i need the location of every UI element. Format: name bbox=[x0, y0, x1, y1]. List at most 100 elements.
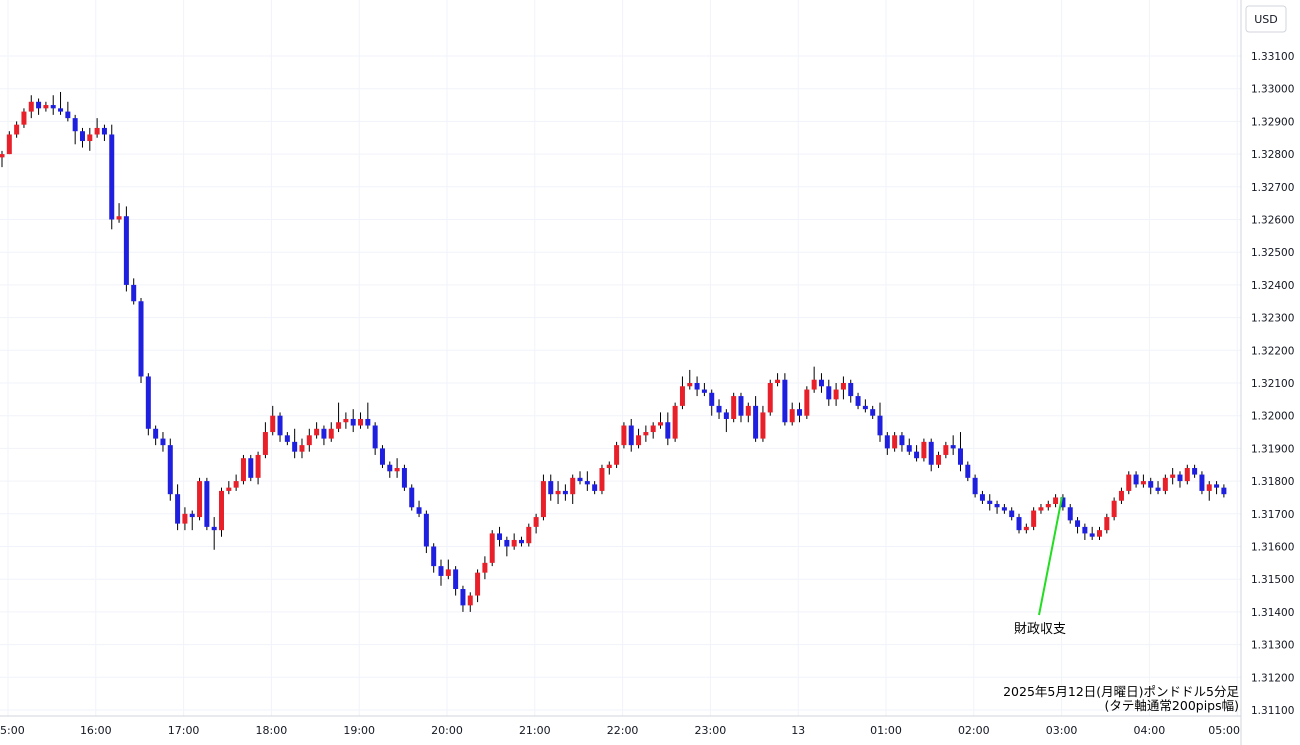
candle-body bbox=[862, 405, 868, 410]
y-tick-label: 1.31400 bbox=[1251, 607, 1294, 619]
candle bbox=[972, 474, 978, 498]
candle bbox=[460, 585, 466, 612]
candle bbox=[1148, 477, 1154, 495]
candle-body bbox=[1199, 474, 1205, 491]
candle-body bbox=[1001, 507, 1007, 511]
candle bbox=[14, 121, 20, 138]
candle-body bbox=[101, 127, 107, 135]
x-tick-label: 18:00 bbox=[256, 724, 288, 737]
candle-body bbox=[431, 546, 437, 567]
candle bbox=[906, 438, 912, 455]
candle-body bbox=[1140, 481, 1146, 485]
candle-body bbox=[284, 435, 290, 442]
candle bbox=[687, 369, 693, 390]
candle bbox=[204, 477, 210, 531]
candle bbox=[1104, 513, 1110, 534]
candle-body bbox=[906, 445, 912, 452]
candle bbox=[584, 471, 590, 491]
candle-body bbox=[555, 490, 561, 495]
candle bbox=[123, 206, 129, 292]
currency-badge[interactable] bbox=[1245, 5, 1287, 33]
candle-body bbox=[1009, 510, 1015, 518]
candle bbox=[848, 379, 854, 403]
candle bbox=[197, 477, 203, 521]
candle bbox=[914, 445, 920, 462]
candle-body bbox=[789, 409, 795, 423]
candle bbox=[745, 402, 751, 423]
candle-body bbox=[1192, 468, 1198, 475]
candle-body bbox=[643, 432, 649, 436]
candle-body bbox=[914, 451, 920, 459]
candle-body bbox=[797, 409, 803, 416]
candle bbox=[840, 376, 846, 400]
candle-body bbox=[650, 425, 656, 433]
candle-body bbox=[782, 379, 788, 423]
candle bbox=[884, 432, 890, 455]
y-tick-label: 1.32700 bbox=[1251, 182, 1294, 194]
candle-body bbox=[1016, 517, 1022, 531]
candle-body bbox=[1067, 507, 1073, 521]
candle bbox=[877, 402, 883, 442]
candle-body bbox=[79, 131, 85, 142]
candle-body bbox=[592, 484, 598, 491]
candle-body bbox=[72, 118, 78, 132]
candle bbox=[570, 474, 576, 504]
candle bbox=[1199, 471, 1205, 495]
candle-body bbox=[497, 533, 503, 540]
candle bbox=[21, 108, 27, 128]
candle bbox=[211, 517, 217, 550]
candle bbox=[58, 91, 64, 115]
candle-body bbox=[1133, 474, 1139, 485]
candle bbox=[175, 484, 181, 531]
candle-body bbox=[189, 513, 195, 518]
candle-body bbox=[36, 101, 42, 109]
candle-body bbox=[877, 415, 883, 436]
candle-body bbox=[219, 490, 224, 531]
candle-body bbox=[928, 441, 934, 465]
candle bbox=[855, 392, 861, 410]
candle-body bbox=[482, 562, 488, 573]
candle bbox=[694, 376, 700, 397]
candle-body bbox=[21, 111, 27, 125]
price-axis[interactable]: 1.31100 1.31200 1.31300 1.31400 1.31500 1.316… bbox=[1251, 51, 1294, 717]
candle-body bbox=[1038, 507, 1044, 511]
candle-body bbox=[50, 105, 56, 109]
candle bbox=[6, 131, 12, 155]
candle-body bbox=[6, 134, 12, 155]
candle-body bbox=[833, 389, 839, 400]
y-tick-label: 1.32000 bbox=[1251, 411, 1294, 423]
candle-body bbox=[1075, 520, 1081, 527]
candle bbox=[899, 432, 905, 452]
candle bbox=[555, 481, 561, 504]
x-tick-label: 21:00 bbox=[519, 724, 551, 737]
candle bbox=[438, 559, 444, 586]
candle-body bbox=[1045, 503, 1051, 508]
candle-body bbox=[255, 454, 261, 478]
candle-body bbox=[1177, 474, 1183, 482]
candle bbox=[145, 373, 151, 436]
candle bbox=[299, 438, 305, 459]
candle bbox=[292, 428, 298, 459]
y-tick-label: 1.32100 bbox=[1251, 378, 1294, 390]
candle bbox=[804, 386, 810, 419]
candle bbox=[262, 422, 268, 459]
candle bbox=[628, 418, 634, 452]
candle bbox=[1075, 517, 1081, 534]
candle-body bbox=[1053, 497, 1059, 504]
candle-body bbox=[1170, 474, 1176, 478]
candle bbox=[606, 461, 612, 475]
candle-body bbox=[628, 425, 634, 446]
time-axis[interactable]: 5:00 16:00 17:00 18:00 19:00 20:00 21:00 22:00 2… bbox=[0, 724, 1240, 737]
candle-body bbox=[1206, 484, 1212, 491]
candle bbox=[1221, 484, 1227, 498]
candle-body bbox=[870, 409, 876, 416]
x-tick-label: 19:00 bbox=[343, 724, 375, 737]
candle bbox=[1038, 503, 1044, 514]
candle-body bbox=[526, 526, 532, 544]
candle-body bbox=[1104, 517, 1110, 531]
candle-body bbox=[672, 405, 678, 439]
candle bbox=[409, 484, 415, 511]
candle bbox=[1067, 503, 1073, 524]
candle-body bbox=[394, 468, 400, 472]
